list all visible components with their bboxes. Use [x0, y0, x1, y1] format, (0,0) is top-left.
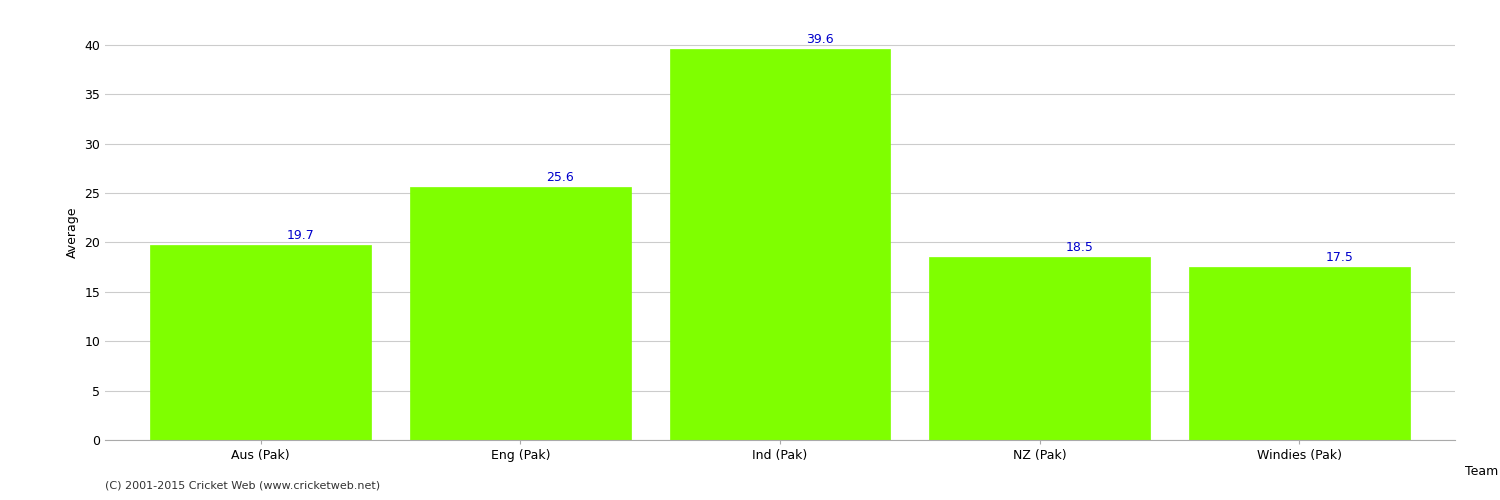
Bar	[1190, 267, 1410, 440]
Text: (C) 2001-2015 Cricket Web (www.cricketweb.net): (C) 2001-2015 Cricket Web (www.cricketwe…	[105, 480, 380, 490]
Bar	[150, 246, 370, 440]
X-axis label: Team: Team	[1466, 465, 1498, 478]
Text: 25.6: 25.6	[546, 171, 574, 184]
Text: 17.5: 17.5	[1324, 251, 1353, 264]
Bar	[669, 48, 891, 440]
Text: 39.6: 39.6	[806, 33, 834, 46]
Y-axis label: Average: Average	[66, 207, 78, 258]
Bar	[410, 187, 630, 440]
Text: 19.7: 19.7	[286, 230, 315, 242]
Text: 18.5: 18.5	[1065, 241, 1094, 254]
Bar	[930, 257, 1150, 440]
